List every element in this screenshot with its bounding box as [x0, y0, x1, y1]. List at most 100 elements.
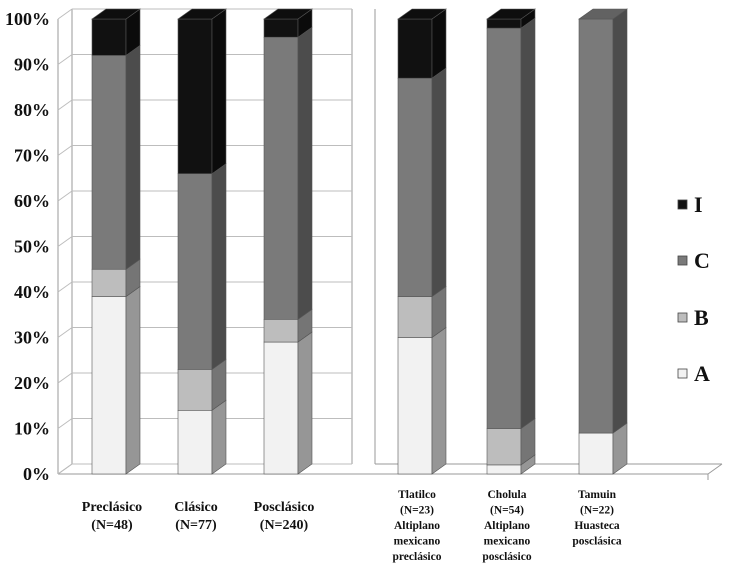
gridline-diag: [57, 236, 73, 247]
bar-side-I: [431, 8, 447, 79]
bar-top: [263, 8, 313, 20]
bar-segment-C: [263, 36, 299, 320]
category-label-line: (N=54): [490, 505, 524, 517]
category-label-line: (N=22): [580, 505, 614, 517]
bar-segment-C: [578, 18, 614, 434]
legend-swatch-B: [677, 312, 688, 323]
bar-side-C: [612, 8, 628, 434]
gridline-diag: [57, 190, 73, 202]
category-label-line: mexicano: [484, 536, 531, 548]
category-labels: Preclásico (N=48) Clásico (N=77) Posclásico (…: [82, 489, 622, 563]
bar-segment-B: [177, 369, 213, 411]
y-tick-label: 60%: [14, 191, 50, 211]
bar-top: [177, 8, 227, 20]
y-axis-ticks: 0% 10% 20% 30% 40% 50% 60% 70% 80% 90% 100%: [5, 9, 50, 484]
category-label: Tamuin (N=22) Huasteca posclásica: [572, 489, 621, 548]
bars: [91, 8, 628, 475]
bar-side-I: [211, 8, 227, 175]
category-label-line: (N=23): [400, 505, 434, 517]
bar-segment-A: [578, 432, 614, 475]
y-tick-label: 80%: [14, 100, 50, 120]
bar-segment-B: [397, 296, 433, 338]
bar-side-A: [211, 399, 227, 475]
category-label-line: posclásica: [572, 536, 621, 548]
bar-segment-B: [91, 268, 127, 297]
bar-segment-B: [486, 428, 522, 466]
bar-segment-A: [91, 296, 127, 475]
bar-segment-I: [91, 18, 127, 56]
y-tick-label: 40%: [14, 282, 50, 302]
bar-side-C: [297, 26, 313, 320]
bar-stack: [91, 8, 141, 475]
category-label-line: Altiplano: [394, 520, 440, 532]
category-label-line: preclásico: [393, 551, 442, 563]
category-label-line: Cholula: [488, 489, 527, 501]
category-label-line: (N=48): [91, 518, 133, 533]
y-tick-label: 10%: [14, 419, 50, 439]
gridline-diag: [57, 327, 73, 338]
category-label-line: Clásico: [174, 500, 218, 515]
bar-side-C: [211, 163, 227, 370]
bar-segment-B: [263, 318, 299, 343]
bar-segment-C: [397, 77, 433, 297]
bar-stack: [486, 8, 536, 475]
bar-side-A: [431, 326, 447, 475]
category-label-line: Tlatilco: [398, 489, 436, 501]
bar-segment-C: [486, 27, 522, 429]
legend-label-I: I: [694, 192, 703, 217]
y-tick-label: 50%: [14, 237, 50, 257]
bar-stack: [177, 8, 227, 475]
category-label-line: Tamuin: [578, 489, 617, 501]
bar-top: [397, 8, 447, 20]
bar-segment-C: [91, 55, 127, 270]
bar-segment-A: [397, 337, 433, 475]
category-label-line: (N=77): [175, 518, 217, 533]
legend-swatch-I: [677, 199, 688, 210]
bar-stack: [397, 8, 447, 475]
bar-side-C: [431, 67, 447, 298]
y-tick-label: 90%: [14, 55, 50, 75]
category-label-line: Altiplano: [484, 520, 530, 532]
category-label: Cholula (N=54) Altiplano mexicano posclásico: [482, 489, 531, 563]
gridline-diag: [57, 145, 73, 156]
legend-swatch-A: [677, 368, 688, 379]
y-tick-label: 0%: [23, 464, 50, 484]
category-label-line: Posclásico: [254, 500, 315, 515]
legend-label-B: B: [694, 305, 709, 330]
bar-stack: [263, 8, 313, 475]
gridline-diag: [57, 99, 73, 111]
y-tick-label: 100%: [5, 9, 50, 29]
bar-segment-I: [263, 18, 299, 38]
gridline-diag: [57, 463, 73, 475]
category-label-line: mexicano: [394, 536, 441, 548]
bar-top: [91, 8, 141, 20]
y-tick-label: 20%: [14, 373, 50, 393]
category-label: Preclásico (N=48): [82, 500, 142, 533]
bar-segment-I: [397, 18, 433, 79]
category-label-line: Huasteca: [574, 520, 620, 532]
gridline-diag: [57, 372, 73, 384]
bar-side-C: [125, 44, 141, 270]
legend-swatch-C: [677, 255, 688, 266]
category-label-line: (N=240): [260, 518, 309, 533]
bar-segment-C: [177, 173, 213, 370]
category-label: Posclásico (N=240): [254, 500, 315, 533]
bar-top: [578, 8, 628, 20]
bar-segment-A: [263, 341, 299, 475]
y-tick-label: 70%: [14, 146, 50, 166]
gridline-diag: [57, 8, 73, 20]
chart-walls: [57, 9, 723, 480]
floor-right-edge: [707, 463, 723, 475]
category-label: Tlatilco (N=23) Altiplano mexicano preclásic…: [393, 489, 442, 563]
legend-label-A: A: [694, 361, 710, 386]
legend: I C B A: [677, 192, 710, 386]
gridline-diag: [57, 418, 73, 429]
category-label: Clásico (N=77): [174, 500, 218, 533]
category-label-line: posclásico: [482, 551, 531, 563]
bar-side-A: [125, 285, 141, 475]
y-tick-label: 30%: [14, 328, 50, 348]
category-label-line: Preclásico: [82, 500, 142, 515]
gridline-diag: [57, 54, 73, 65]
bar-top: [486, 8, 536, 20]
